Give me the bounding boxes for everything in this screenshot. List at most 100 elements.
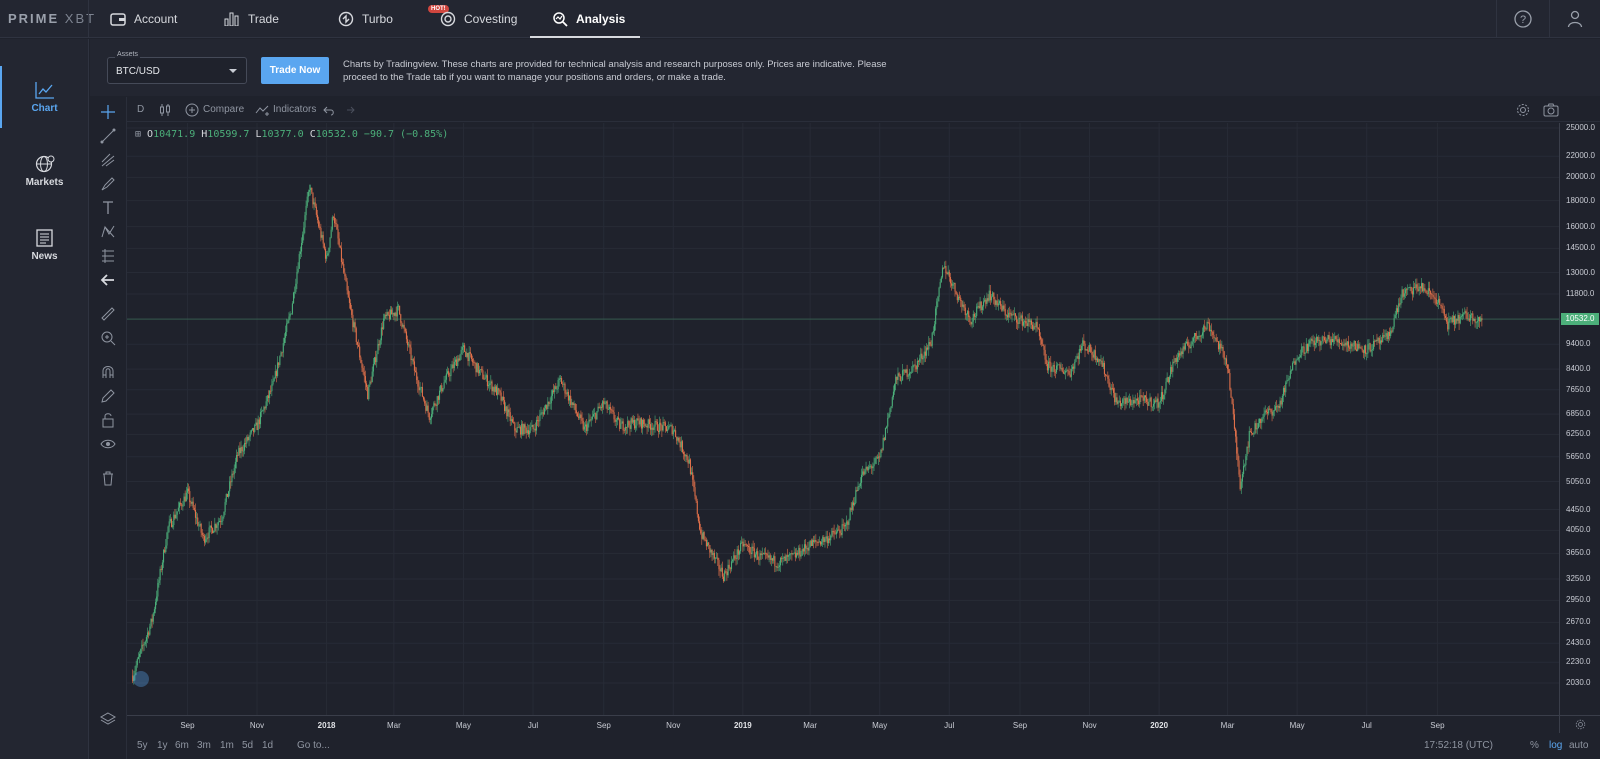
candle (1126, 397, 1128, 406)
range-1d[interactable]: 1d (262, 740, 274, 751)
range-1y[interactable]: 1y (157, 740, 168, 751)
axis-settings-button[interactable] (1559, 715, 1600, 733)
candle (410, 341, 412, 367)
nav-turbo[interactable]: Turbo (338, 0, 393, 38)
percent-toggle[interactable]: % (1530, 740, 1539, 751)
candle (1462, 308, 1464, 321)
asset-select[interactable]: Assets BTC/USD (107, 51, 247, 84)
candle (784, 553, 786, 562)
snapshot-button[interactable] (1543, 97, 1563, 122)
candle (953, 282, 955, 289)
time-axis[interactable]: Sep Nov 2018 Mar May Jul Sep Nov 2019 Mar May Jul Se… (127, 715, 1559, 733)
nav-analysis[interactable]: Analysis (552, 0, 625, 38)
candle (322, 231, 324, 248)
candle (598, 402, 600, 409)
candle (1322, 336, 1324, 344)
auto-toggle[interactable]: auto (1569, 740, 1589, 751)
candle (583, 422, 585, 433)
tradingview-logo-icon[interactable] (133, 671, 149, 687)
lock-tool[interactable] (98, 410, 118, 430)
candle (387, 311, 389, 316)
crosshair-tool[interactable] (98, 102, 118, 122)
candle (730, 556, 733, 572)
range-5d[interactable]: 5d (242, 740, 254, 751)
candle (404, 327, 406, 334)
sidebar-item-markets[interactable]: Markets (0, 141, 89, 201)
candle (704, 536, 706, 542)
candle (957, 294, 960, 303)
candle (258, 417, 260, 429)
candle (396, 301, 398, 321)
brush-tool[interactable] (98, 174, 118, 194)
candle (155, 598, 157, 614)
pattern-tool[interactable] (98, 222, 118, 242)
candle (372, 358, 374, 377)
candle (321, 231, 323, 240)
sidebar-item-chart[interactable]: Chart (0, 67, 89, 127)
candle (1252, 432, 1254, 436)
candle (787, 554, 790, 561)
nav-covesting[interactable]: Covesting (440, 0, 517, 38)
goto-button[interactable]: Go to... (297, 740, 330, 751)
redo-button[interactable] (343, 97, 359, 122)
candle (1147, 398, 1149, 411)
trade-now-button[interactable]: Trade Now (261, 57, 329, 84)
candle (870, 464, 872, 469)
trendline-tool[interactable] (98, 126, 118, 146)
candle (1030, 318, 1033, 329)
log-toggle[interactable]: log (1549, 740, 1563, 751)
candle (1439, 295, 1441, 305)
candle (1156, 396, 1158, 409)
price-tick-label: 2030.0 (1566, 678, 1591, 687)
candle (166, 531, 168, 549)
legend-toggle-icon[interactable]: ⊞ (135, 129, 148, 140)
candle (707, 539, 709, 547)
candle (741, 536, 743, 545)
chart-settings-button[interactable] (1516, 97, 1534, 122)
candle (793, 546, 795, 554)
nav-trade[interactable]: Trade (224, 0, 279, 38)
stay-drawing-tool[interactable] (98, 386, 118, 406)
visibility-tool[interactable] (98, 434, 118, 454)
high-label: H (201, 129, 208, 140)
brand-logo[interactable]: PRIME XBT (8, 11, 96, 26)
range-5y[interactable]: 5y (137, 740, 148, 751)
delete-tool[interactable] (98, 468, 118, 488)
candle (1016, 315, 1018, 330)
candle (1460, 314, 1462, 320)
nav-account[interactable]: Account (110, 0, 177, 38)
candle (1000, 297, 1002, 310)
candle (478, 365, 481, 377)
prediction-tool[interactable] (98, 246, 118, 266)
range-6m[interactable]: 6m (175, 740, 189, 751)
candle (326, 251, 328, 262)
utc-clock[interactable]: 17:52:18 (UTC) (1424, 740, 1493, 751)
candle (206, 533, 208, 543)
sidebar-item-news[interactable]: News (0, 215, 89, 275)
indicators-button[interactable]: Indicators (255, 97, 316, 122)
candle (697, 513, 699, 524)
price-axis[interactable]: 25000.0 22000.0 20000.0 18000.0 16000.0 14500… (1559, 123, 1600, 715)
candle (553, 383, 555, 394)
range-3m[interactable]: 3m (197, 740, 211, 751)
ruler-tool[interactable] (98, 304, 118, 324)
profile-button[interactable] (1550, 0, 1600, 38)
magnet-tool[interactable] (98, 362, 118, 382)
candle (232, 471, 234, 478)
range-1m[interactable]: 1m (220, 740, 234, 751)
candle (903, 369, 905, 376)
candle (1327, 334, 1329, 342)
compare-button[interactable]: Compare (185, 97, 244, 122)
candle (441, 382, 443, 394)
price-chart[interactable] (127, 123, 1559, 715)
object-tree-tool[interactable] (98, 709, 118, 729)
zoom-tool[interactable] (98, 328, 118, 348)
back-tool[interactable] (98, 270, 118, 290)
interval-button[interactable]: D (137, 97, 144, 122)
candle (305, 200, 307, 221)
undo-button[interactable] (323, 97, 339, 122)
chart-type-button[interactable] (159, 97, 175, 122)
fib-tool[interactable] (98, 150, 118, 170)
help-button[interactable]: ? (1497, 0, 1549, 38)
text-tool[interactable] (98, 198, 118, 218)
